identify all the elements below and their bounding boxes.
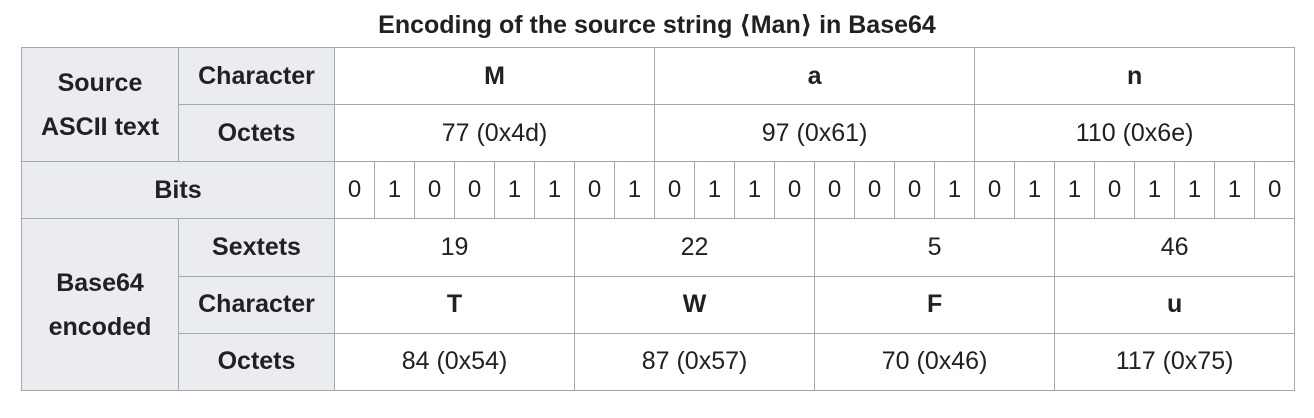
encoded-character-cell: W [573,275,816,334]
bit-cell: 1 [1174,161,1216,220]
sextet-cell: 46 [1054,218,1296,277]
bit-cell: 1 [734,161,776,220]
source-character-cell: a [654,46,976,106]
encoded-octet-cell: 117 (0x75) [1054,332,1296,392]
bit-cell: 0 [814,161,856,220]
bit-cell: 0 [774,161,816,220]
sextet-cell: 5 [814,218,1056,277]
source-octet-cell: 77 (0x4d) [333,104,656,163]
bit-cell: 1 [1014,161,1056,220]
encoded-octet-cell: 84 (0x54) [334,332,575,392]
encoded-character-header: Character [178,275,335,334]
bit-cell: 0 [894,161,936,220]
bit-cell: 1 [694,161,736,220]
bit-cell: 1 [934,161,976,220]
source-octets-row: Octets 77 (0x4d) 97 (0x61) 110 (0x6e) [22,104,1296,163]
encoded-character-cell: T [334,275,575,334]
bits-header: Bits [21,161,335,220]
source-octets-header: Octets [178,104,335,163]
encoded-character-cell: F [814,275,1056,334]
table-caption: Encoding of the source string ⟨Man⟩ in B… [378,11,936,39]
bit-cell: 1 [613,161,656,220]
bit-cell: 0 [334,161,375,220]
bit-cell: 1 [374,161,415,220]
source-character-row: Source ASCII text Character M a n [21,46,1296,163]
bit-cell: 0 [1254,161,1296,220]
bit-cell: 0 [1094,161,1136,220]
encoded-octets-row: Octets 84 (0x54) 87 (0x57) 70 (0x46) 117… [22,332,1296,392]
sextet-cell: 22 [573,218,816,277]
bit-cell: 0 [974,161,1016,220]
source-ascii-text-header: Source ASCII text [21,46,179,163]
bit-cell: 0 [574,161,615,220]
source-octet-cell: 110 (0x6e) [974,104,1296,163]
encoded-octet-cell: 87 (0x57) [573,332,816,392]
bit-cell: 0 [414,161,455,220]
source-character-cell: M [333,46,656,106]
bit-cell: 1 [1134,161,1176,220]
bit-cell: 0 [654,161,696,220]
bit-cell: 1 [1054,161,1096,220]
encoded-octets-header: Octets [178,332,335,392]
source-character-cell: n [974,46,1296,106]
sextet-cell: 19 [334,218,575,277]
source-octet-cell: 97 (0x61) [654,104,976,163]
bit-cell: 0 [454,161,495,220]
bit-cell: 1 [534,161,575,220]
bit-cell: 1 [1214,161,1256,220]
encoded-octet-cell: 70 (0x46) [814,332,1056,392]
bits-row: Bits 0 1 0 0 1 1 0 1 0 1 1 0 0 0 0 1 0 1… [21,161,1296,220]
encoded-character-cell: u [1054,275,1296,334]
base64-encoding-table: Source ASCII text Character M a n Octets… [21,46,1296,392]
source-character-header: Character [178,46,335,106]
bit-cell: 0 [854,161,896,220]
base64-encoded-header: Base64 encoded [21,218,179,391]
encoded-character-row: Character T W F u [22,275,1296,334]
sextets-row: Base64 encoded Sextets 19 22 5 46 [21,218,1296,391]
sextets-header: Sextets [178,218,335,277]
bit-cell: 1 [494,161,535,220]
